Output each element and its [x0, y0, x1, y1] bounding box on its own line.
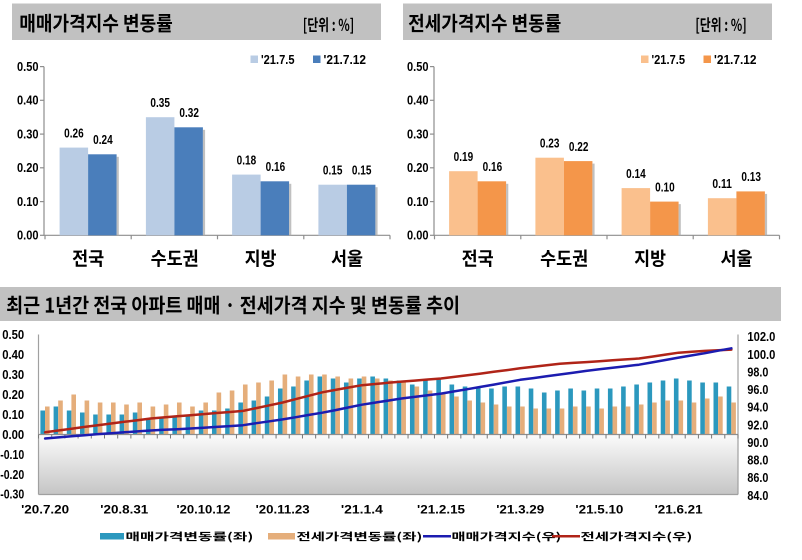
svg-text:'21.6.21: '21.6.21 — [655, 503, 703, 517]
svg-text:'20.8.31: '20.8.31 — [100, 503, 148, 517]
svg-text:0.30: 0.30 — [2, 368, 24, 382]
svg-text:96.0: 96.0 — [747, 383, 768, 397]
svg-text:0.15: 0.15 — [323, 162, 343, 177]
svg-text:0.10: 0.10 — [17, 195, 39, 209]
svg-text:100.0: 100.0 — [747, 348, 775, 362]
svg-text:0.14: 0.14 — [626, 166, 646, 181]
svg-text:0.10: 0.10 — [655, 179, 675, 194]
svg-text:-0.20: -0.20 — [0, 468, 24, 482]
svg-text:0.50: 0.50 — [17, 60, 39, 74]
svg-text:-0.30: -0.30 — [0, 488, 24, 502]
svg-text:0.20: 0.20 — [407, 161, 429, 175]
svg-text:'20.7.20: '20.7.20 — [21, 503, 69, 517]
svg-text:'20.11.23: '20.11.23 — [256, 503, 310, 517]
svg-text:0.50: 0.50 — [2, 328, 24, 342]
svg-text:0.32: 0.32 — [179, 105, 199, 120]
svg-text:'21.1.4: '21.1.4 — [341, 503, 383, 517]
svg-text:94.0: 94.0 — [747, 401, 768, 415]
svg-text:0.00: 0.00 — [2, 428, 24, 442]
svg-text:0.35: 0.35 — [150, 95, 170, 110]
svg-text:0.20: 0.20 — [2, 388, 24, 402]
svg-text:0.00: 0.00 — [17, 229, 39, 243]
svg-text:90.0: 90.0 — [747, 436, 768, 450]
svg-text:0.19: 0.19 — [454, 149, 474, 164]
svg-text:'21.7.5: '21.7.5 — [261, 53, 295, 67]
svg-text:98.0: 98.0 — [747, 365, 768, 379]
svg-text:86.0: 86.0 — [747, 471, 768, 485]
svg-text:0.15: 0.15 — [352, 162, 372, 177]
svg-text:92.0: 92.0 — [747, 418, 768, 432]
svg-text:0.16: 0.16 — [483, 159, 503, 174]
svg-text:0.30: 0.30 — [407, 127, 429, 141]
svg-text:0.23: 0.23 — [540, 135, 560, 150]
svg-text:0.10: 0.10 — [407, 195, 429, 209]
svg-text:88.0: 88.0 — [747, 454, 768, 468]
svg-text:102.0: 102.0 — [747, 330, 775, 344]
svg-text:0.30: 0.30 — [17, 127, 39, 141]
svg-text:0.24: 0.24 — [93, 132, 113, 147]
svg-text:0.13: 0.13 — [741, 169, 761, 184]
svg-text:0.10: 0.10 — [2, 408, 24, 422]
svg-text:'20.10.12: '20.10.12 — [176, 503, 230, 517]
svg-text:0.11: 0.11 — [712, 176, 732, 191]
svg-text:'21.7.5: '21.7.5 — [652, 53, 686, 67]
svg-text:'21.5.10: '21.5.10 — [575, 503, 623, 517]
svg-text:0.40: 0.40 — [2, 348, 24, 362]
svg-text:'21.7.12: '21.7.12 — [714, 53, 757, 67]
svg-text:-0.10: -0.10 — [0, 448, 24, 462]
svg-text:0.16: 0.16 — [266, 159, 286, 174]
svg-text:0.40: 0.40 — [17, 94, 39, 108]
svg-text:0.00: 0.00 — [407, 229, 429, 243]
svg-text:0.20: 0.20 — [17, 161, 39, 175]
svg-text:0.40: 0.40 — [407, 94, 429, 108]
svg-text:'21.7.12: '21.7.12 — [324, 53, 367, 67]
svg-text:'21.2.15: '21.2.15 — [417, 503, 465, 517]
svg-text:0.26: 0.26 — [64, 125, 84, 140]
svg-text:84.0: 84.0 — [747, 489, 768, 503]
svg-text:0.22: 0.22 — [569, 139, 589, 154]
svg-text:'21.3.29: '21.3.29 — [496, 503, 544, 517]
svg-text:0.50: 0.50 — [407, 60, 429, 74]
svg-text:0.18: 0.18 — [237, 152, 257, 167]
